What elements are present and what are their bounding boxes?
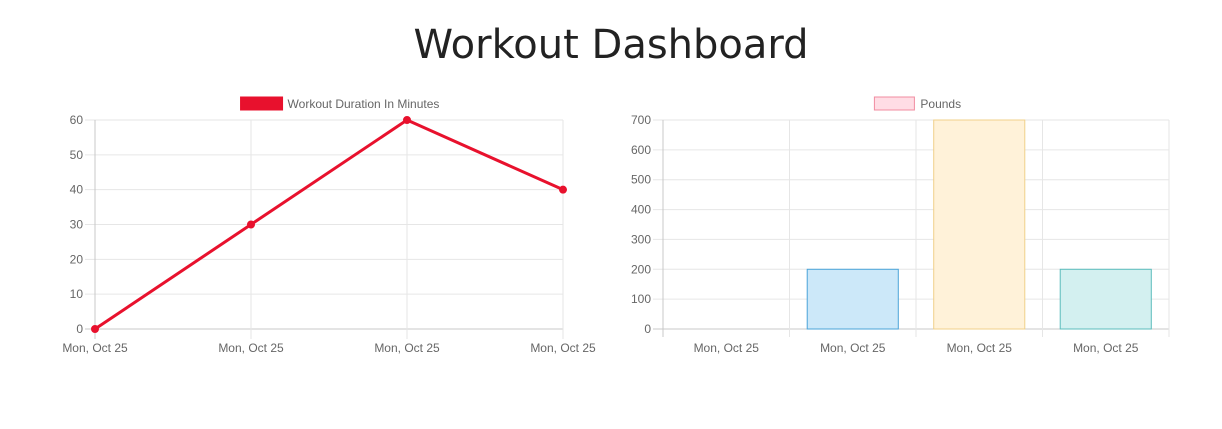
legend-swatch bbox=[873, 96, 915, 111]
x-tick-label: Mon, Oct 25 bbox=[1073, 341, 1139, 355]
y-tick-label: 400 bbox=[631, 203, 651, 217]
y-tick-label: 0 bbox=[644, 322, 651, 336]
y-tick-label: 300 bbox=[631, 232, 651, 246]
y-tick-label: 10 bbox=[70, 287, 84, 301]
y-tick-label: 60 bbox=[70, 113, 84, 127]
x-tick-label: Mon, Oct 25 bbox=[218, 341, 284, 355]
bar bbox=[1059, 268, 1152, 330]
legend-swatch bbox=[240, 96, 284, 111]
y-tick-label: 20 bbox=[70, 252, 84, 266]
y-tick-label: 500 bbox=[631, 173, 651, 187]
x-tick-label: Mon, Oct 25 bbox=[530, 341, 596, 355]
data-point bbox=[559, 185, 567, 194]
series-line bbox=[94, 118, 564, 331]
y-tick-label: 40 bbox=[70, 183, 84, 197]
x-tick-label: Mon, Oct 25 bbox=[820, 341, 886, 355]
x-tick-label: Mon, Oct 25 bbox=[694, 341, 760, 355]
data-point bbox=[91, 325, 99, 333]
y-tick-label: 0 bbox=[76, 322, 83, 336]
data-point bbox=[403, 116, 411, 124]
pounds-bar-chart: Pounds 0 100 200 300 400 500 600 700 Mon, Oct 25 M… bbox=[631, 96, 1170, 355]
data-point bbox=[247, 220, 255, 229]
y-tick-label: 50 bbox=[70, 148, 84, 162]
y-tick-label: 100 bbox=[631, 292, 651, 306]
legend-label: Pounds bbox=[920, 97, 961, 111]
x-tick-label: Mon, Oct 25 bbox=[947, 341, 1013, 355]
x-tick-label: Mon, Oct 25 bbox=[374, 341, 440, 355]
page-title: Workout Dashboard bbox=[413, 22, 809, 68]
x-tick-label: Mon, Oct 25 bbox=[62, 341, 128, 355]
bar bbox=[806, 268, 899, 330]
legend-label: Workout Duration In Minutes bbox=[288, 97, 440, 111]
workout-duration-line-chart: Workout Duration In Minutes 0 10 20 30 40 50 60… bbox=[62, 96, 596, 355]
y-tick-label: 700 bbox=[631, 113, 651, 127]
y-tick-label: 30 bbox=[70, 218, 84, 232]
bar bbox=[933, 119, 1026, 330]
y-tick-label: 200 bbox=[631, 262, 651, 276]
y-tick-label: 600 bbox=[631, 143, 651, 157]
